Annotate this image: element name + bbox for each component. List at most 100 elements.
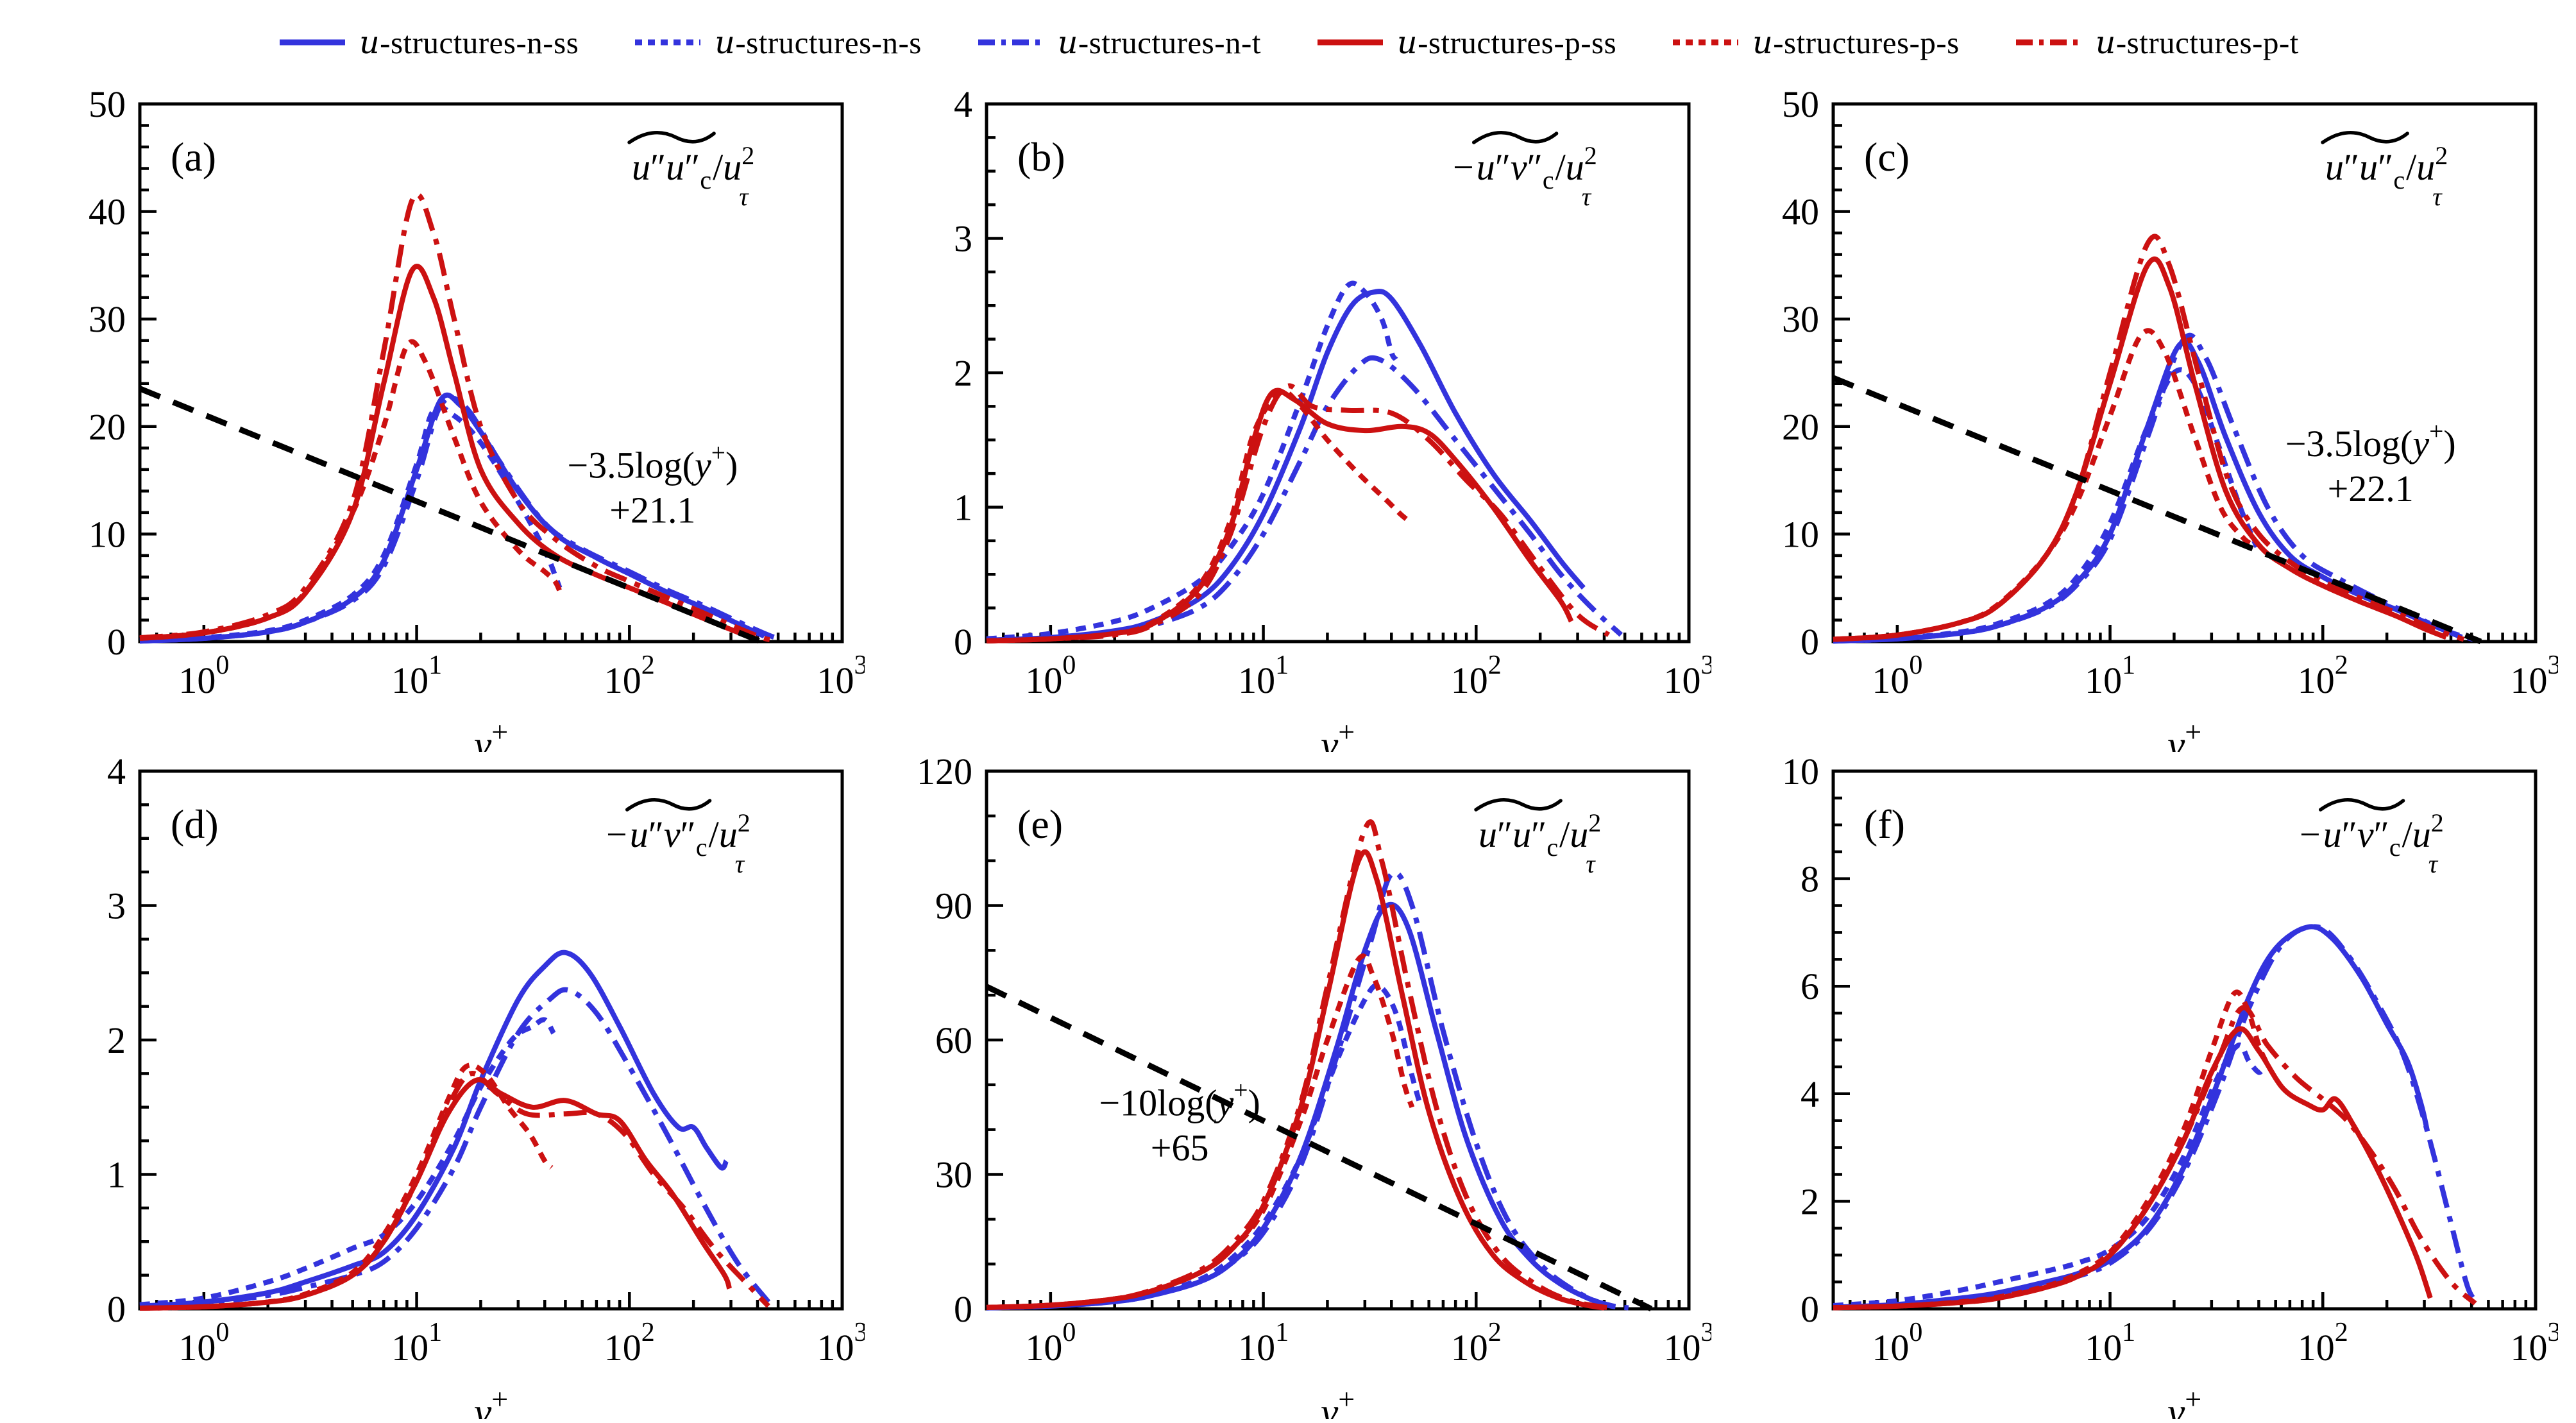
svg-text:0: 0 — [954, 621, 972, 663]
x-axis-label: y+ — [470, 715, 508, 752]
legend-line-sample — [2015, 39, 2081, 46]
svg-text:3: 3 — [107, 885, 126, 927]
svg-text:10: 10 — [1782, 513, 1819, 555]
x-axis-label: y+ — [1317, 1383, 1355, 1419]
svg-text:u″u″c: u″u″c — [1479, 814, 1558, 862]
x-tick-labels: 100 101 102 103 — [178, 1318, 865, 1368]
log-law-annotation: −3.5log(y+)+21.1 — [567, 438, 738, 531]
panel-letter: (c) — [1864, 134, 1910, 180]
svg-text:/u2τ: /u2 τ — [1555, 141, 1597, 211]
svg-text:+22.1: +22.1 — [2328, 468, 2414, 509]
svg-text:103: 103 — [2511, 1318, 2559, 1368]
svg-text:−3.5log(y+): −3.5log(y+) — [2285, 417, 2456, 464]
svg-text:40: 40 — [89, 191, 126, 233]
x-axis-label: y+ — [2164, 715, 2201, 752]
svg-text:20: 20 — [1782, 406, 1819, 448]
svg-text:50: 50 — [1782, 85, 1819, 125]
curve-u-structures-p-t — [986, 819, 1616, 1311]
svg-text:100: 100 — [1025, 651, 1076, 701]
wide-tilde — [2321, 130, 2409, 144]
y-tick-labels: 0 1 2 3 4 — [954, 85, 972, 663]
subplot-a: 100 101 102 103 0 10 20 30 40 50 y+ (a) −3.5log(y+) +… — [18, 85, 865, 752]
curve-u-structures-n-t — [139, 395, 783, 644]
svg-text:/u2τ: /u2 τ — [2402, 808, 2444, 878]
wide-tilde — [1471, 130, 1559, 144]
axes-box — [138, 102, 844, 643]
wide-tilde — [2318, 797, 2405, 812]
log-law-reference-line — [985, 984, 1653, 1312]
subplot-canvas: 100 101 102 103 0 1 2 3 4 y+ (b) − u″v″c/u2 τ — [954, 85, 1712, 752]
curves — [986, 819, 1629, 1311]
curve-u-structures-n-s — [986, 280, 1398, 642]
svg-text:/u2τ: /u2 τ — [709, 808, 750, 878]
legend-line-sample — [978, 39, 1044, 46]
svg-text:103: 103 — [1664, 651, 1712, 701]
svg-text:103: 103 — [1664, 1318, 1712, 1368]
y-tick-labels: 0 1 2 3 4 — [107, 752, 126, 1330]
svg-text:4: 4 — [954, 85, 972, 125]
svg-text:20: 20 — [89, 406, 126, 448]
curves — [1833, 924, 2481, 1311]
svg-text:101: 101 — [1238, 651, 1289, 701]
panel-letter: (a) — [171, 134, 216, 180]
svg-text:u″v″c: u″v″c — [630, 814, 708, 862]
quantity-formula: u″u″c/u2 τ — [1474, 797, 1601, 878]
svg-text:u″v″c: u″v″c — [2323, 814, 2401, 862]
curve-u-structures-p-ss — [1833, 1026, 2433, 1311]
svg-text:−10log(y+): −10log(y+) — [1099, 1076, 1260, 1123]
legend-line-sample — [1673, 39, 1739, 46]
svg-text:100: 100 — [1872, 651, 1922, 701]
svg-text:101: 101 — [2085, 1318, 2135, 1368]
curve-u-structures-n-ss — [1833, 924, 2430, 1310]
svg-text:/u2τ: /u2 τ — [713, 141, 754, 211]
log-law-reference-line — [1832, 375, 2482, 645]
quantity-formula: − u″v″c/u2 τ — [606, 797, 750, 878]
quantity-formula: − u″v″c/u2 τ — [1453, 130, 1597, 211]
svg-text:−: − — [1453, 146, 1474, 188]
svg-text:0: 0 — [1801, 621, 1819, 663]
svg-text:120: 120 — [917, 752, 972, 792]
svg-text:u″u″c: u″u″c — [632, 146, 711, 194]
svg-text:103: 103 — [2511, 651, 2559, 701]
svg-text:30: 30 — [1782, 298, 1819, 340]
quantity-formula: u″u″c/u2 τ — [2321, 130, 2448, 211]
curves — [139, 950, 771, 1311]
subplot-canvas: 100 101 102 103 0 10 20 30 40 50 y+ (c) −3.5log(y+)+… — [1782, 85, 2559, 752]
svg-text:0: 0 — [1801, 1288, 1819, 1330]
svg-text:102: 102 — [1451, 651, 1502, 701]
legend-label: u-structures-p-s — [1752, 24, 1960, 61]
svg-text:103: 103 — [817, 651, 865, 701]
curve-u-structures-n-t — [139, 987, 771, 1309]
svg-text:102: 102 — [604, 651, 655, 701]
curve-u-structures-p-t — [139, 1071, 770, 1311]
curve-u-structures-n-s — [1833, 367, 2260, 643]
svg-text:100: 100 — [178, 651, 229, 701]
svg-text:30: 30 — [89, 298, 126, 340]
panel-letter: (e) — [1017, 801, 1063, 847]
svg-text:u″u″c: u″u″c — [2325, 146, 2405, 194]
svg-text:4: 4 — [1801, 1073, 1819, 1115]
svg-text:4: 4 — [107, 752, 126, 792]
svg-text:−: − — [606, 814, 627, 855]
svg-text:50: 50 — [89, 85, 126, 125]
legend-line-sample — [635, 39, 701, 46]
svg-text:1: 1 — [954, 487, 972, 529]
svg-text:2: 2 — [107, 1019, 126, 1061]
log-law-annotation: −3.5log(y+)+22.1 — [2285, 417, 2456, 509]
x-tick-labels: 100 101 102 103 — [178, 651, 865, 701]
legend-label: u-structures-p-t — [2095, 24, 2299, 61]
subplot-c: 100 101 102 103 0 10 20 30 40 50 y+ (c) −3.5log(y+) +… — [1711, 85, 2558, 752]
svg-text:102: 102 — [1451, 1318, 1502, 1368]
subplot-canvas: 100 101 102 103 0 30 60 90 120 y+ (e) −10log(y+)+65… — [917, 752, 1712, 1419]
curve-u-structures-n-s — [139, 1017, 556, 1308]
svg-text:u″v″c: u″v″c — [1477, 146, 1554, 194]
svg-text:−: − — [2300, 814, 2321, 855]
legend-label: u-structures-n-t — [1057, 24, 1261, 61]
x-axis-label: y+ — [2164, 1383, 2201, 1419]
log-law-reference-line — [139, 386, 763, 645]
svg-text:0: 0 — [107, 621, 126, 663]
svg-text:102: 102 — [604, 1318, 655, 1368]
panel-letter: (b) — [1017, 134, 1065, 180]
svg-text:100: 100 — [178, 1318, 229, 1368]
svg-text:/u2τ: /u2 τ — [1559, 808, 1601, 878]
